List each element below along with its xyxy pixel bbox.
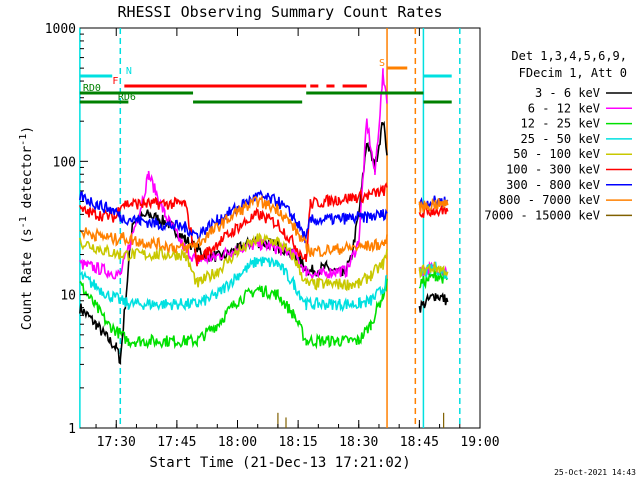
legend: Det 1,3,4,5,6,9, FDecim 1, Att 0 3 - 6 k… [484,49,632,222]
y-tick-labels: 1 10 100 1000 [45,22,76,437]
legend-label-300-800-kev: 300 - 800 keV [506,178,600,192]
x-tick-label: 18:00 [218,435,257,450]
series-50-100-kev [79,232,449,292]
flag-label-n: N [126,66,132,77]
legend-label-6-12-kev: 6 - 12 keV [528,101,600,115]
y-tick-label: 1 [68,422,76,437]
series-line [418,261,449,279]
flag-label-rd0: RD0 [83,83,101,94]
y-tick-label: 10 [60,289,76,304]
legend-header-line-1: Det 1,3,4,5,6,9, [511,49,627,63]
x-tick-label: 19:00 [460,435,499,450]
legend-label-7000-15000-kev: 7000 - 15000 keV [484,208,600,222]
x-tick-label: 17:30 [97,435,136,450]
flag-label-f: F [112,76,118,87]
series-line [79,278,388,350]
series-line [79,189,388,244]
chart-title: RHESSI Observing Summary Count Rates [117,3,442,21]
series-7000-15000-kev [277,412,445,428]
legend-label-50-100-kev: 50 - 100 keV [513,147,600,161]
series-line [79,182,388,267]
x-tick-labels: 17:30 17:45 18:00 18:15 18:30 18:45 19:00 [97,435,500,450]
legend-label-3-6-kev: 3 - 6 keV [535,86,600,100]
x-tick-label: 17:45 [157,435,196,450]
y-tick-label: 1000 [45,22,76,37]
flag-label-rd6: RD6 [118,92,136,103]
x-tick-label: 18:15 [279,435,318,450]
flag-label-s: S [379,58,385,69]
series-25-50-kev [79,256,449,313]
flag-bars: NF S RD0 RD6 [79,58,452,104]
series-line [418,292,449,313]
y-axis-label: Count Rate (s-1 detector-1) [18,126,35,330]
series-800-7000-kev [79,194,449,258]
series-line [418,197,449,214]
y-tick-label: 100 [53,155,76,170]
legend-label-25-50-kev: 25 - 50 keV [521,132,600,146]
series-layer [79,68,449,428]
series-line [418,269,449,290]
x-tick-label: 18:30 [339,435,378,450]
plot-area: NF S RD0 RD6 [79,27,481,429]
x-tick-label: 18:45 [400,435,439,450]
timestamp: 25-Oct-2021 14:43 [554,468,636,477]
legend-label-12-25-kev: 12 - 25 keV [521,117,600,131]
series-line [79,232,388,292]
legend-label-800-7000-kev: 800 - 7000 keV [499,193,600,207]
series-12-25-kev [79,269,449,350]
vertical-markers [79,28,461,428]
series-line [79,256,388,313]
x-axis-label: Start Time (21-Dec-13 17:21:02) [149,455,410,471]
legend-label-100-300-kev: 100 - 300 keV [506,163,600,177]
legend-header-line-2: FDecim 1, Att 0 [519,66,627,80]
axis-ticks [80,27,481,429]
series-line [79,194,388,258]
series-3-6-kev [79,120,449,365]
